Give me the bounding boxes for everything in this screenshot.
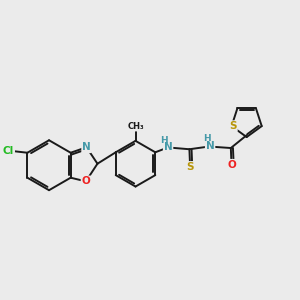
Text: CH₃: CH₃ [127,122,144,131]
Text: N: N [164,142,172,152]
Text: Cl: Cl [3,146,14,156]
Text: O: O [227,160,236,170]
Text: S: S [186,162,194,172]
Text: H: H [160,136,168,145]
Text: H: H [202,134,210,143]
Text: N: N [206,141,214,151]
Text: O: O [82,176,90,186]
Text: S: S [230,121,237,131]
Text: N: N [82,142,91,152]
